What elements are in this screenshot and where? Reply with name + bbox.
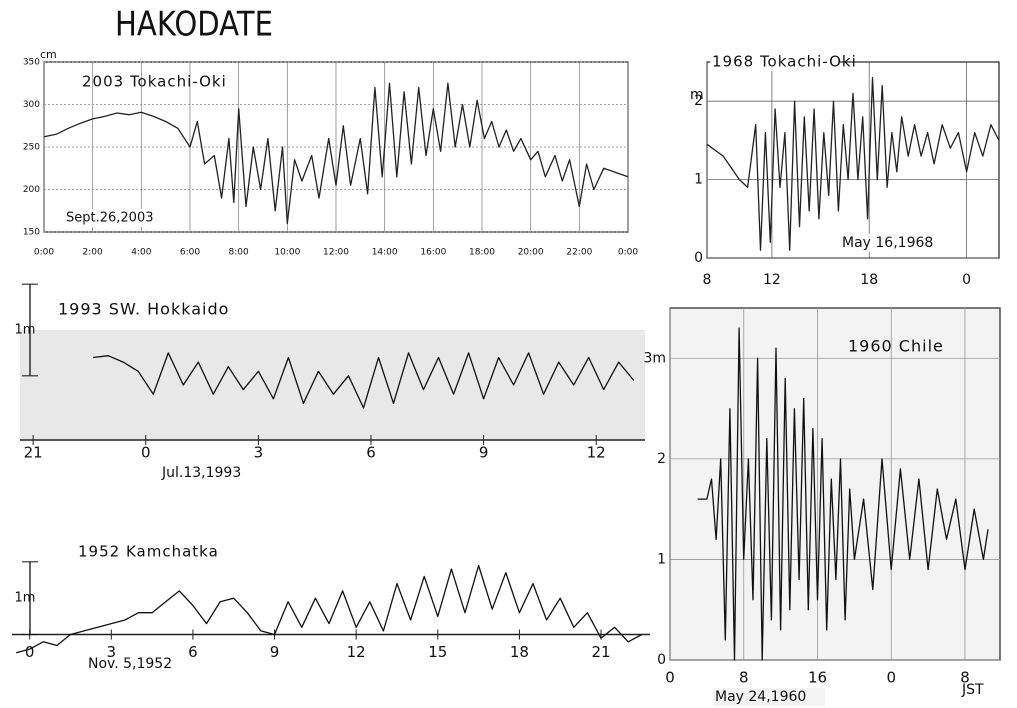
panel-title: 1968 Tokachi-Oki [712,53,857,71]
y-tick-label: 1 [694,172,703,188]
x-tick-label: 0 [665,669,675,687]
figure-title: HAKODATE [115,5,273,45]
x-tick-label: 8:00 [229,248,249,258]
tide-trace [706,77,1000,251]
x-tick-label: 12:00 [323,248,349,258]
x-tick-label: 9 [270,643,280,661]
y-tick-label: 1 [657,551,666,567]
x-tick-label: 4:00 [131,248,151,258]
x-tick-label: 10:00 [274,248,300,258]
x-tick-label: 6 [188,643,198,661]
y-tick-label: 250 [23,143,40,153]
date-annotation: May 16,1968 [842,235,933,251]
date-annotation: Sept.26,2003 [66,211,154,226]
y-tick-label: 150 [23,228,40,238]
x-tick-label: 16:00 [420,248,446,258]
x-tick-label: 14:00 [372,248,398,258]
x-tick-label: 20:00 [518,248,544,258]
x-tick-label: 3 [254,444,264,462]
annotation-backdrop [64,209,176,227]
x-tick-label: 22:00 [566,248,592,258]
x-axis-unit: JST [961,682,984,698]
x-tick-label: 21 [24,444,43,462]
x-tick-label: 0:00 [618,248,638,258]
panel-title: 1952 Kamchatka [78,543,219,561]
tide-trace [697,327,989,661]
title-backdrop [710,53,840,71]
x-tick-label: 21 [591,643,610,661]
date-annotation: May 24,1960 [715,689,806,705]
y-tick-label: 300 [23,100,40,110]
plot-background [670,308,1000,660]
x-tick-label: 0 [886,669,896,687]
panel-title: 1960 Chile [848,337,944,356]
tide-trace [43,82,629,225]
x-tick-label: 18 [860,272,878,288]
scale-bar-label: 1m [15,323,36,338]
x-tick-label: 9 [479,444,489,462]
panel-title: 2003 Tokachi-Oki [82,73,227,91]
date-annotation: Jul.13,1993 [161,465,241,481]
x-tick-label: 15 [428,643,447,661]
y-axis-unit: m [690,87,704,103]
y-tick-label: 2 [694,93,703,109]
panel-title: 1993 SW. Hokkaido [58,300,229,319]
tide-trace [93,352,635,409]
x-tick-label: 0 [141,444,151,462]
x-tick-label: 6:00 [180,248,200,258]
x-tick-label: 18 [510,643,529,661]
x-tick-label: 2:00 [83,248,103,258]
scale-bar-label: 1m [15,591,36,606]
y-axis-unit: cm [40,48,57,61]
x-tick-label: 8 [960,669,970,687]
x-tick-label: 3 [107,643,117,661]
x-tick-label: 12 [587,444,606,462]
y-tick-label: 2 [657,451,666,467]
y-tick-label: 200 [23,185,40,195]
y-tick-label: 350 [23,58,40,68]
y-tick-label: 0 [694,250,703,266]
tide-trace [15,564,643,654]
x-tick-label: 16 [808,669,827,687]
x-tick-label: 0 [962,272,971,288]
x-tick-label: 0 [25,643,35,661]
x-tick-label: 0:00 [34,248,54,258]
annotation-backdrop [840,234,952,252]
x-tick-label: 8 [739,669,749,687]
plot-background [20,330,645,440]
x-tick-label: 6 [366,444,376,462]
x-tick-label: 12 [763,272,781,288]
x-tick-label: 8 [703,272,712,288]
x-tick-label: 18:00 [469,248,495,258]
y-tick-label: 3m [643,350,666,366]
annotation-backdrop [713,688,825,706]
y-tick-label: 0 [657,652,666,668]
date-annotation: Nov. 5,1952 [88,656,172,672]
x-tick-label: 12 [347,643,366,661]
